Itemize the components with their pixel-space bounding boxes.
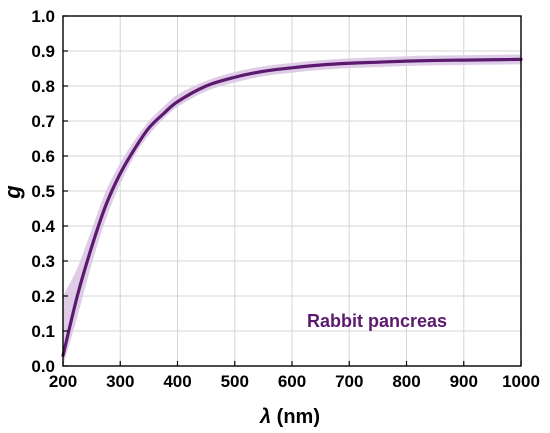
x-tick-label: 400: [163, 372, 191, 391]
grid: [63, 16, 521, 366]
x-axis-symbol: λ: [259, 406, 271, 428]
x-tick-label: 300: [106, 372, 134, 391]
y-tick-label: 0.4: [31, 217, 55, 236]
y-tick-label: 0.5: [31, 182, 55, 201]
x-axis-title: λ (nm): [259, 406, 320, 428]
x-tick-label: 500: [221, 372, 249, 391]
y-tick-label: 0.6: [31, 147, 55, 166]
y-axis-title: g: [0, 185, 25, 200]
x-tick-label: 900: [450, 372, 478, 391]
y-tick-label: 0.2: [31, 287, 55, 306]
y-tick-label: 0.7: [31, 112, 55, 131]
x-axis-ticks: 200 300 400 500 600 700 800 900 1000: [49, 361, 540, 391]
y-axis-ticks: 0.0 0.1 0.2 0.3 0.4 0.5 0.6 0.7 0.8 0.9 1.0: [31, 7, 68, 376]
series-annotation: Rabbit pancreas: [307, 311, 447, 331]
y-tick-label: 0.1: [31, 322, 55, 341]
y-tick-label: 0.0: [31, 357, 55, 376]
y-tick-label: 1.0: [31, 7, 55, 26]
y-tick-label: 0.8: [31, 77, 55, 96]
x-axis-unit: (nm): [271, 406, 320, 428]
x-tick-label: 700: [335, 372, 363, 391]
x-tick-label: 600: [278, 372, 306, 391]
y-tick-label: 0.3: [31, 252, 55, 271]
x-tick-label: 800: [392, 372, 420, 391]
series-line-group: [61, 57, 523, 358]
x-tick-label: 200: [49, 372, 77, 391]
y-tick-label: 0.9: [31, 42, 55, 61]
x-tick-label: 1000: [502, 372, 540, 391]
series-line: [61, 57, 523, 358]
